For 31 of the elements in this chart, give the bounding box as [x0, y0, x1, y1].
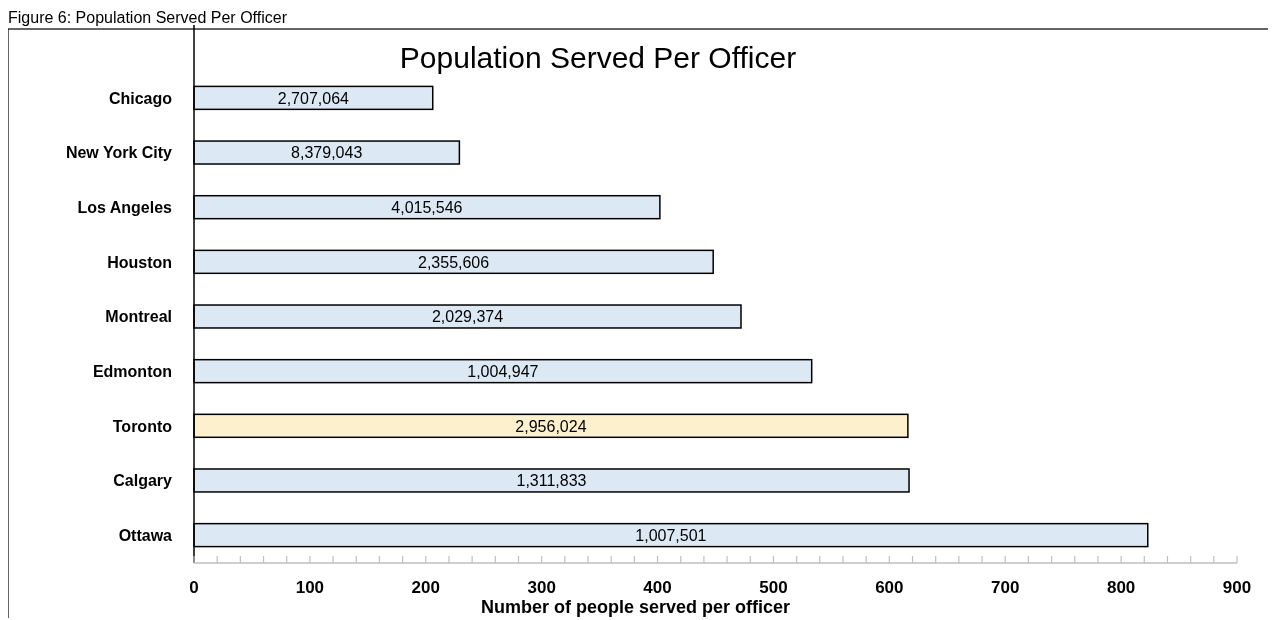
y-tick-label: Montreal	[105, 308, 172, 326]
annotation: 2,707,064	[277, 89, 350, 107]
y-tick-label: Calgary	[113, 472, 173, 490]
x-axis-title: Number of people served per officer	[480, 597, 791, 617]
annotation: Figure 6: Population Served Per Officer	[8, 9, 288, 26]
x-tick-label: 500	[759, 578, 788, 597]
x-tick-label: 100	[295, 578, 325, 597]
annotation: 4,015,546	[391, 198, 463, 216]
x-tick-label: 200	[411, 578, 440, 597]
x-tick-label: 900	[1222, 578, 1252, 597]
x-tick-label: 0	[189, 578, 199, 597]
x-tick-label: 400	[643, 578, 672, 597]
annotation: 1,311,833	[516, 472, 587, 490]
y-tick-label: Ottawa	[118, 526, 173, 544]
y-tick-label: Los Angeles	[77, 198, 173, 216]
annotation: 2,956,024	[515, 417, 587, 435]
x-tick-label: 300	[527, 578, 556, 597]
annotation: 1,007,501	[635, 526, 707, 544]
annotation: 8,379,043	[291, 144, 363, 162]
x-tick-label: 700	[991, 578, 1020, 597]
y-tick-label: Toronto	[112, 417, 173, 435]
y-tick-label: Edmonton	[92, 362, 172, 380]
y-tick-label: New York City	[65, 144, 173, 162]
annotation: 1,004,947	[467, 362, 539, 380]
x-tick-label: 800	[1106, 578, 1136, 597]
y-tick-label: Chicago	[108, 89, 173, 107]
annotation: 2,029,374	[431, 308, 504, 326]
annotation: 2,355,606	[418, 253, 490, 271]
text: Population Served Per Officer	[399, 41, 797, 74]
x-tick-label: 600	[875, 578, 904, 597]
y-tick-label: Houston	[107, 253, 172, 271]
